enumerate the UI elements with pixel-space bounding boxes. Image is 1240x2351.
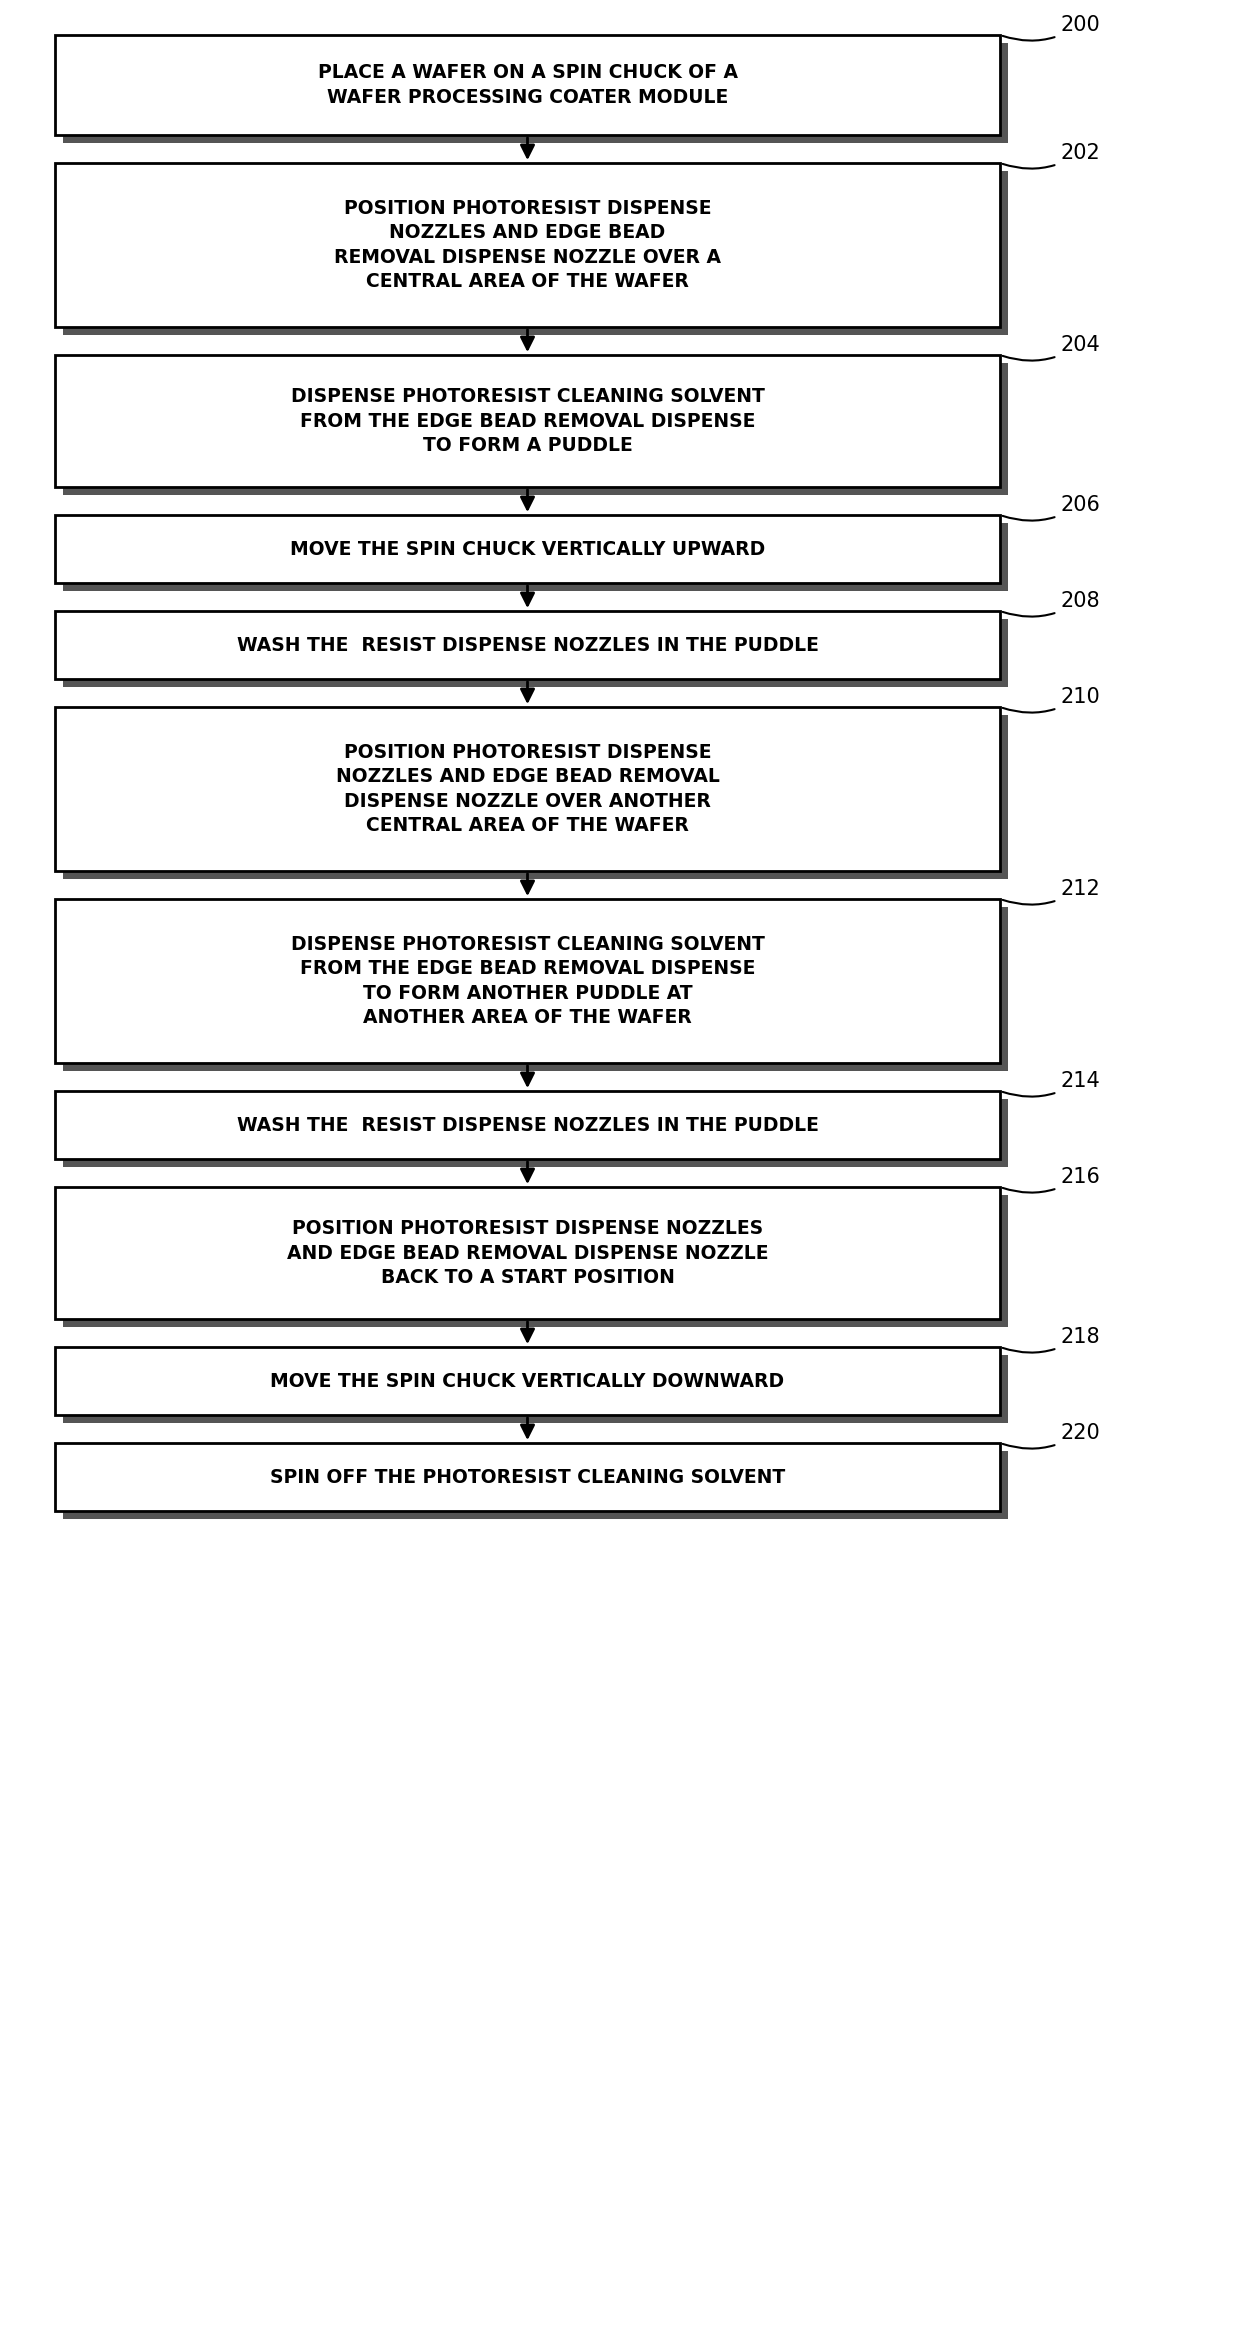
Text: 208: 208 [1003,590,1100,616]
Text: 204: 204 [1003,334,1100,360]
Text: DISPENSE PHOTORESIST CLEANING SOLVENT
FROM THE EDGE BEAD REMOVAL DISPENSE
TO FOR: DISPENSE PHOTORESIST CLEANING SOLVENT FR… [290,936,764,1027]
Bar [55,611,999,679]
Bar [55,1091,999,1159]
Text: 220: 220 [1003,1422,1100,1448]
Text: 202: 202 [1003,143,1100,169]
Bar [63,1451,1008,1519]
Text: 206: 206 [1003,496,1100,520]
Bar [55,1347,999,1415]
Text: 214: 214 [1003,1072,1100,1096]
Bar [55,35,999,134]
Bar [55,898,999,1063]
Bar [63,1098,1008,1166]
Bar [63,172,1008,334]
Bar [63,618,1008,686]
Text: 216: 216 [1003,1166,1100,1192]
Bar [63,522,1008,590]
Text: MOVE THE SPIN CHUCK VERTICALLY UPWARD: MOVE THE SPIN CHUCK VERTICALLY UPWARD [290,538,765,560]
Bar [63,1354,1008,1422]
Text: POSITION PHOTORESIST DISPENSE
NOZZLES AND EDGE BEAD REMOVAL
DISPENSE NOZZLE OVER: POSITION PHOTORESIST DISPENSE NOZZLES AN… [336,743,719,835]
Text: 200: 200 [1003,14,1100,40]
Bar [55,355,999,487]
Text: DISPENSE PHOTORESIST CLEANING SOLVENT
FROM THE EDGE BEAD REMOVAL DISPENSE
TO FOR: DISPENSE PHOTORESIST CLEANING SOLVENT FR… [290,388,764,454]
Bar [63,1194,1008,1326]
Text: PLACE A WAFER ON A SPIN CHUCK OF A
WAFER PROCESSING COATER MODULE: PLACE A WAFER ON A SPIN CHUCK OF A WAFER… [317,63,738,106]
Bar [55,162,999,327]
Bar [63,362,1008,496]
Text: WASH THE  RESIST DISPENSE NOZZLES IN THE PUDDLE: WASH THE RESIST DISPENSE NOZZLES IN THE … [237,635,818,654]
Bar [55,1187,999,1319]
Text: MOVE THE SPIN CHUCK VERTICALLY DOWNWARD: MOVE THE SPIN CHUCK VERTICALLY DOWNWARD [270,1371,785,1389]
Text: SPIN OFF THE PHOTORESIST CLEANING SOLVENT: SPIN OFF THE PHOTORESIST CLEANING SOLVEN… [270,1467,785,1486]
Text: WASH THE  RESIST DISPENSE NOZZLES IN THE PUDDLE: WASH THE RESIST DISPENSE NOZZLES IN THE … [237,1114,818,1136]
Bar [55,515,999,583]
Bar [63,907,1008,1072]
Text: 210: 210 [1003,686,1100,712]
Bar [63,715,1008,879]
Text: 218: 218 [1003,1326,1100,1352]
Bar [55,708,999,870]
Bar [63,42,1008,143]
Text: 212: 212 [1003,879,1100,905]
Text: POSITION PHOTORESIST DISPENSE
NOZZLES AND EDGE BEAD
REMOVAL DISPENSE NOZZLE OVER: POSITION PHOTORESIST DISPENSE NOZZLES AN… [334,200,720,292]
Text: POSITION PHOTORESIST DISPENSE NOZZLES
AND EDGE BEAD REMOVAL DISPENSE NOZZLE
BACK: POSITION PHOTORESIST DISPENSE NOZZLES AN… [286,1220,769,1286]
Bar [55,1444,999,1512]
